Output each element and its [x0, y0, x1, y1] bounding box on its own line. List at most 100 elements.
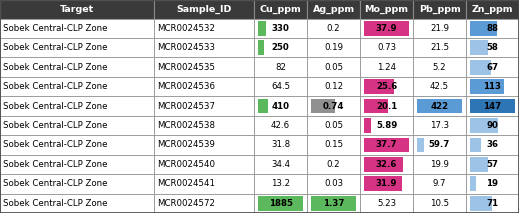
Bar: [360, 58, 413, 77]
Bar: [413, 96, 466, 116]
Text: MCR0024539: MCR0024539: [157, 140, 214, 150]
Bar: [364, 138, 408, 152]
Bar: [0, 96, 154, 116]
Bar: [154, 116, 254, 135]
Text: 21.5: 21.5: [430, 43, 449, 52]
Bar: [364, 176, 402, 191]
Text: Sobek Central-CLP Zone: Sobek Central-CLP Zone: [3, 82, 107, 91]
Bar: [307, 155, 360, 174]
Bar: [360, 38, 413, 58]
Bar: [466, 38, 519, 58]
Text: 34.4: 34.4: [271, 160, 290, 169]
Bar: [154, 58, 254, 77]
Text: 250: 250: [272, 43, 290, 52]
Bar: [307, 96, 360, 116]
Bar: [360, 194, 413, 213]
Bar: [0, 194, 154, 213]
Bar: [0, 77, 154, 96]
Text: MCR0024540: MCR0024540: [157, 160, 215, 169]
Bar: [466, 194, 519, 213]
Text: Sobek Central-CLP Zone: Sobek Central-CLP Zone: [3, 179, 107, 188]
Bar: [307, 135, 360, 155]
Bar: [307, 38, 360, 58]
Text: 57: 57: [486, 160, 499, 169]
Text: 422: 422: [430, 102, 448, 111]
Bar: [0, 19, 154, 38]
Bar: [364, 118, 371, 133]
Bar: [258, 40, 264, 55]
Text: Cu_ppm: Cu_ppm: [260, 5, 302, 14]
Bar: [258, 196, 303, 211]
Bar: [307, 19, 360, 38]
Text: 36: 36: [486, 140, 499, 150]
Bar: [470, 176, 476, 191]
Bar: [307, 58, 360, 77]
Text: Target: Target: [60, 5, 94, 14]
Bar: [360, 135, 413, 155]
Text: 42.5: 42.5: [430, 82, 449, 91]
Text: 31.8: 31.8: [271, 140, 290, 150]
Text: 5.23: 5.23: [377, 199, 396, 208]
Bar: [360, 116, 413, 135]
Bar: [466, 77, 519, 96]
Text: 330: 330: [271, 24, 290, 33]
Text: 9.7: 9.7: [433, 179, 446, 188]
Bar: [466, 155, 519, 174]
Bar: [0, 174, 154, 194]
Text: Pb_ppm: Pb_ppm: [419, 5, 460, 14]
Text: Sobek Central-CLP Zone: Sobek Central-CLP Zone: [3, 121, 107, 130]
Text: 82: 82: [275, 63, 286, 72]
Text: 90: 90: [487, 121, 498, 130]
Bar: [154, 174, 254, 194]
Text: 1.37: 1.37: [323, 199, 344, 208]
Bar: [154, 38, 254, 58]
Text: 59.7: 59.7: [429, 140, 450, 150]
Bar: [254, 174, 307, 194]
Bar: [360, 19, 413, 38]
Bar: [466, 96, 519, 116]
Bar: [417, 99, 462, 114]
Bar: [307, 77, 360, 96]
Bar: [154, 194, 254, 213]
Bar: [470, 21, 497, 36]
Text: 64.5: 64.5: [271, 82, 290, 91]
Bar: [470, 79, 504, 94]
Text: MCR0024533: MCR0024533: [157, 43, 215, 52]
Bar: [254, 116, 307, 135]
Bar: [154, 155, 254, 174]
Bar: [360, 155, 413, 174]
Text: Sobek Central-CLP Zone: Sobek Central-CLP Zone: [3, 63, 107, 72]
Bar: [470, 196, 491, 211]
Text: Ag_ppm: Ag_ppm: [312, 5, 354, 14]
Bar: [413, 155, 466, 174]
Bar: [470, 118, 498, 133]
Text: Sobek Central-CLP Zone: Sobek Central-CLP Zone: [3, 160, 107, 169]
Bar: [466, 174, 519, 194]
Text: Sobek Central-CLP Zone: Sobek Central-CLP Zone: [3, 24, 107, 33]
Text: 1885: 1885: [269, 199, 293, 208]
Bar: [254, 135, 307, 155]
Text: 58: 58: [487, 43, 498, 52]
Text: Sobek Central-CLP Zone: Sobek Central-CLP Zone: [3, 43, 107, 52]
Bar: [154, 19, 254, 38]
Bar: [307, 0, 360, 19]
Bar: [364, 21, 409, 36]
Bar: [470, 40, 488, 55]
Bar: [154, 135, 254, 155]
Text: 71: 71: [486, 199, 499, 208]
Bar: [413, 77, 466, 96]
Bar: [258, 21, 266, 36]
Text: 113: 113: [484, 82, 501, 91]
Bar: [360, 0, 413, 19]
Text: 37.7: 37.7: [376, 140, 398, 150]
Bar: [0, 116, 154, 135]
Bar: [360, 77, 413, 96]
Text: 19: 19: [486, 179, 499, 188]
Text: 31.9: 31.9: [376, 179, 397, 188]
Bar: [413, 116, 466, 135]
Bar: [254, 155, 307, 174]
Text: 1.24: 1.24: [377, 63, 396, 72]
Text: 19.9: 19.9: [430, 160, 449, 169]
Bar: [0, 135, 154, 155]
Text: 20.1: 20.1: [376, 102, 397, 111]
